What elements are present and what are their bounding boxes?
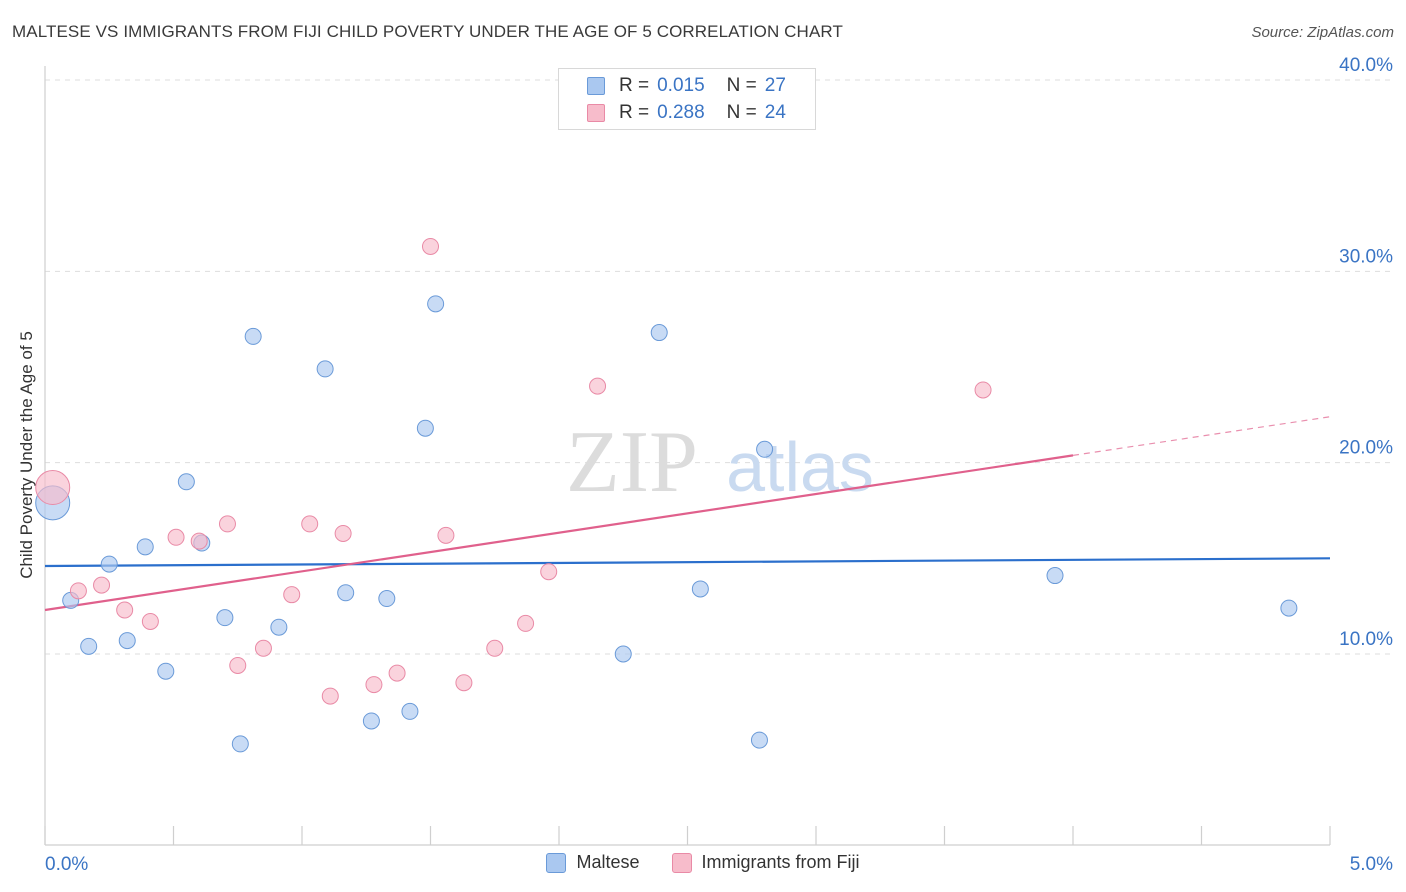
legend-swatch-maltese <box>546 852 567 873</box>
n-value: 24 <box>764 102 786 123</box>
fiji-point <box>141 612 159 630</box>
maltese-point <box>80 637 98 655</box>
fiji-point <box>35 470 71 506</box>
fiji-point <box>283 586 301 604</box>
y-tick-label: 10.0% <box>1339 629 1393 650</box>
fiji-point <box>334 524 352 542</box>
legend-label-maltese: Maltese <box>576 852 640 872</box>
fiji-point <box>116 601 134 619</box>
fiji-point <box>254 639 272 657</box>
maltese-point <box>650 324 668 342</box>
maltese-point <box>1280 599 1298 617</box>
fiji-swatch <box>587 104 605 122</box>
maltese-trend-line <box>44 557 1331 568</box>
source-credit: Source: ZipAtlas.com <box>1251 24 1394 41</box>
x-tick-label: 0.0% <box>45 854 88 875</box>
maltese-point <box>270 618 288 636</box>
fiji-point <box>229 656 247 674</box>
fiji-point <box>365 676 383 694</box>
fiji-point <box>486 639 504 657</box>
n-value: 27 <box>764 75 786 96</box>
maltese-point <box>756 440 774 458</box>
r-value: 0.015 <box>657 75 705 96</box>
zipatlas-watermark: ZIP atlas <box>566 414 874 511</box>
axes <box>44 66 1331 846</box>
maltese-point <box>157 662 175 680</box>
stats-row-maltese: R = 0.015 N = 27 <box>587 75 786 97</box>
fiji-point <box>321 687 339 705</box>
legend-label-fiji: Immigrants from Fiji <box>701 852 860 872</box>
correlation-stats-box: R = 0.015 N = 27 R = 0.288 N = 24 <box>558 68 816 130</box>
maltese-point <box>118 632 136 650</box>
maltese-point <box>244 327 262 345</box>
stats-row-fiji: R = 0.288 N = 24 <box>587 102 786 124</box>
x-tick-label: 5.0% <box>1350 854 1393 875</box>
maltese-point <box>337 584 355 602</box>
fiji-point <box>93 576 111 594</box>
legend-item-fiji: Immigrants from Fiji <box>671 852 860 873</box>
y-tick-label: 40.0% <box>1339 55 1393 76</box>
y-tick-label: 20.0% <box>1339 438 1393 459</box>
maltese-point <box>316 360 334 378</box>
fiji-point <box>69 582 87 600</box>
fiji-point <box>190 532 208 550</box>
fiji-point <box>589 377 607 395</box>
maltese-point <box>216 609 234 627</box>
data-points <box>35 237 1298 753</box>
fiji-point <box>218 515 236 533</box>
fiji-point <box>167 528 185 546</box>
maltese-point <box>362 712 380 730</box>
fiji-trend-line <box>44 454 1074 612</box>
fiji-point <box>517 614 535 632</box>
maltese-point <box>614 645 632 663</box>
r-value: 0.288 <box>657 102 705 123</box>
maltese-point <box>378 590 396 608</box>
maltese-point <box>750 731 768 749</box>
fiji-point <box>455 674 473 692</box>
trend-lines <box>44 416 1331 612</box>
chart-legend: Maltese Immigrants from Fiji <box>0 852 1406 873</box>
maltese-point <box>427 295 445 313</box>
n-label: N = <box>726 75 757 96</box>
tick-labels: 10.0% 20.0% 30.0% 40.0% 0.0% 5.0% <box>45 55 1393 875</box>
fiji-trend-extension <box>1072 416 1331 456</box>
chart-title: MALTESE VS IMMIGRANTS FROM FIJI CHILD PO… <box>12 22 843 41</box>
maltese-point <box>177 473 195 491</box>
y-tick-label: 30.0% <box>1339 246 1393 267</box>
watermark-atlas: atlas <box>726 428 874 506</box>
y-axis-label: Child Poverty Under the Age of 5 <box>17 331 36 579</box>
maltese-point <box>1046 567 1064 585</box>
r-label: R = <box>619 75 650 96</box>
maltese-point <box>136 538 154 556</box>
watermark-zip: ZIP <box>566 414 698 511</box>
maltese-point <box>401 702 419 720</box>
fiji-point <box>540 563 558 581</box>
fiji-point <box>422 237 439 255</box>
fiji-point <box>301 515 319 533</box>
maltese-point <box>691 580 709 598</box>
legend-swatch-fiji <box>671 852 692 873</box>
maltese-point <box>231 735 249 753</box>
maltese-swatch <box>587 77 605 95</box>
maltese-point <box>416 419 434 437</box>
grid-lines <box>45 79 1392 655</box>
fiji-point <box>437 526 455 544</box>
maltese-point <box>100 555 118 573</box>
r-label: R = <box>619 102 650 123</box>
fiji-point <box>974 381 992 399</box>
fiji-point <box>388 664 406 682</box>
n-label: N = <box>726 102 757 123</box>
legend-item-maltese: Maltese <box>546 852 640 873</box>
